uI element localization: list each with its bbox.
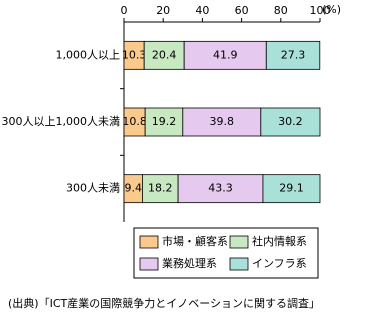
bar-segment bbox=[142, 174, 179, 204]
source: (出典)「ICT産業の国際競争力とイノベーションに関する調査」 bbox=[8, 296, 320, 310]
x-tick-label: 60 bbox=[235, 4, 249, 17]
data-label: 41.9 bbox=[213, 48, 238, 61]
legend-label: 業務処理系 bbox=[162, 256, 217, 270]
y-tick-label: 300人未満 bbox=[66, 182, 120, 195]
x-tick-label: 100 bbox=[310, 4, 331, 17]
x-tick-label: 80 bbox=[274, 4, 288, 17]
data-label: 10.8 bbox=[122, 115, 147, 128]
data-label: 30.2 bbox=[278, 115, 303, 128]
bar-segment bbox=[183, 40, 267, 70]
legend-swatch bbox=[229, 235, 249, 249]
data-label: 43.3 bbox=[208, 182, 233, 195]
legend-label: 市場・顧客系 bbox=[162, 234, 228, 248]
bar-segment bbox=[144, 107, 184, 137]
data-label: 9.4 bbox=[124, 182, 142, 195]
data-label: 18.2 bbox=[148, 182, 173, 195]
bar-segment bbox=[265, 40, 321, 70]
x-tick-label: 20 bbox=[156, 4, 170, 17]
x-tick-label: 40 bbox=[195, 4, 209, 17]
y-tick-label: 300人以上1,000人未満 bbox=[2, 115, 121, 128]
bar-segment bbox=[260, 107, 321, 137]
legend-label: インフラ系 bbox=[252, 257, 307, 270]
x-tick-label: 0 bbox=[121, 4, 128, 17]
legend-swatch bbox=[229, 257, 249, 271]
legend-swatch bbox=[139, 257, 159, 271]
legend-label: 社内情報系 bbox=[252, 234, 307, 248]
data-label: 39.8 bbox=[210, 115, 235, 128]
y-tick-label: 1,000人以上 bbox=[56, 48, 121, 61]
legend-swatch bbox=[139, 235, 159, 249]
data-label: 20.4 bbox=[152, 48, 177, 61]
bar-segment bbox=[182, 107, 262, 137]
legend-box bbox=[133, 227, 319, 279]
x-unit: (%) bbox=[322, 3, 341, 16]
bar-segment bbox=[262, 174, 321, 204]
bar-segment bbox=[143, 40, 185, 70]
data-label: 19.2 bbox=[152, 115, 177, 128]
data-label: 29.1 bbox=[279, 182, 304, 195]
bar-segment bbox=[177, 174, 264, 204]
data-label: 10.3 bbox=[122, 48, 147, 61]
data-label: 27.3 bbox=[281, 48, 306, 61]
